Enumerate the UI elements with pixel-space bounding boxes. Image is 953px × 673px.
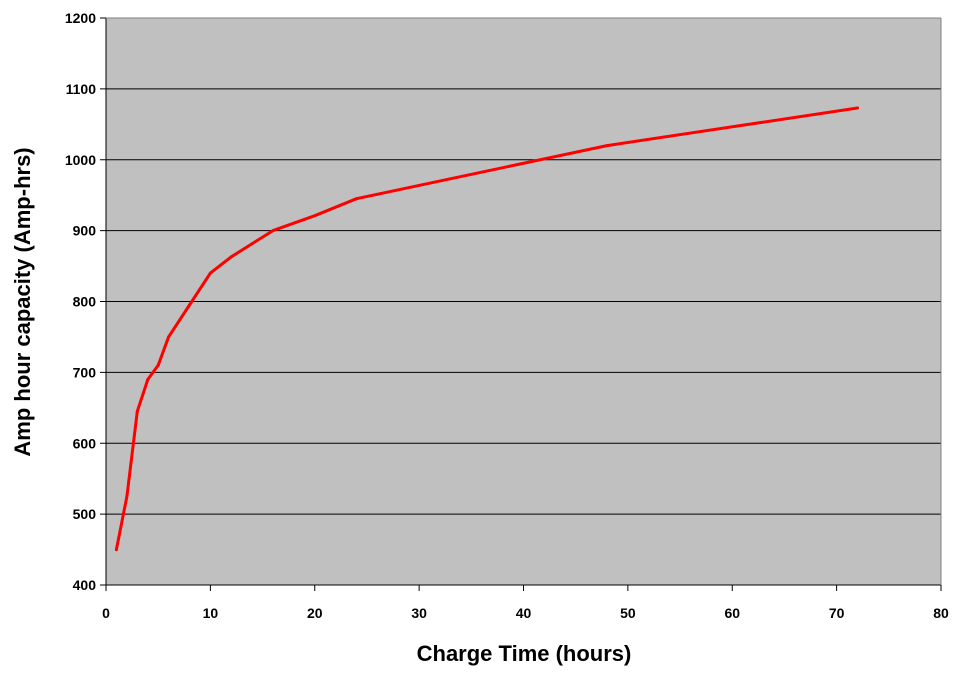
data-point	[229, 255, 233, 259]
y-tick-label: 800	[73, 294, 97, 310]
data-point	[313, 214, 317, 218]
y-tick-label: 1000	[65, 152, 96, 168]
series-line	[114, 106, 859, 552]
data-point	[125, 494, 129, 498]
data-point	[271, 229, 275, 233]
data-point	[188, 303, 191, 307]
y-axis-label: Amp hour capacity (Amp-hrs)	[10, 147, 35, 456]
x-axis-ticks: 0 10 20 30 40 50 60 70 80	[102, 585, 949, 621]
data-point	[135, 409, 139, 413]
data-point	[856, 106, 859, 110]
axes	[105, 17, 942, 586]
series-layer	[114, 106, 859, 552]
y-tick-label: 700	[73, 364, 97, 380]
y-tick-label: 400	[73, 577, 97, 593]
y-tick-label: 1100	[66, 81, 97, 97]
y-tick-label: 500	[73, 506, 97, 522]
y-tick-label: 1200	[65, 10, 96, 26]
x-tick-label: 10	[203, 605, 219, 621]
data-point	[605, 144, 609, 148]
x-tick-label: 60	[724, 605, 740, 621]
y-tick-label: 900	[73, 223, 97, 239]
x-tick-label: 0	[102, 605, 110, 621]
gridlines	[106, 88, 941, 515]
y-tick-label: 600	[73, 435, 97, 451]
data-point	[167, 335, 171, 339]
data-point	[146, 378, 150, 381]
x-axis-label: Charge Time (hours)	[417, 641, 632, 666]
x-tick-label: 70	[829, 605, 845, 621]
y-axis-ticks: 400 500 600 700 800 900 1000 1100 1200	[65, 10, 106, 593]
data-point	[156, 363, 160, 367]
x-tick-label: 50	[620, 605, 636, 621]
x-tick-label: 80	[933, 605, 949, 621]
x-tick-label: 30	[411, 605, 427, 621]
data-point	[355, 197, 358, 201]
data-point	[208, 271, 212, 275]
data-point	[114, 548, 118, 552]
x-tick-label: 40	[516, 605, 532, 621]
x-tick-label: 20	[307, 605, 323, 621]
